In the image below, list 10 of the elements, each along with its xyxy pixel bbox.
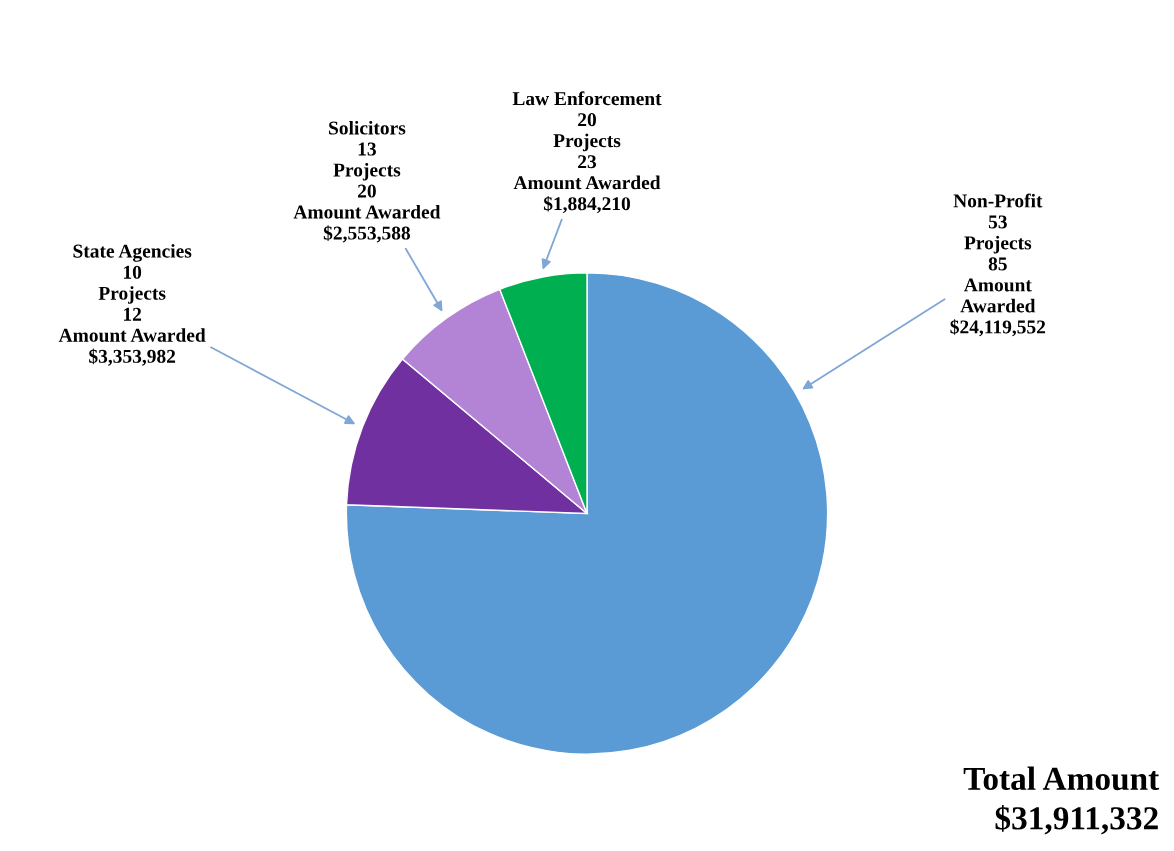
slice-label: Non-Profit: [953, 193, 1043, 208]
slice-label: Solicitors: [329, 120, 406, 135]
slice-label: State Agencies: [73, 243, 192, 262]
text: Total Amount $31,911,332: [963, 766, 1160, 835]
data-label: 10 Projects 12 Amount Awarded $3,353,982: [58, 265, 206, 366]
data-label: 53 Projects 85 Amount Awarded $24,119,552: [950, 215, 1046, 337]
slice-label: Law Enforcement: [512, 91, 662, 106]
data-label: 13 Projects 20 Amount Awarded $2,553,588: [293, 142, 441, 243]
pie-slice: [345, 272, 829, 755]
data-label: 20 Projects 23 Amount Awarded $1,884,210: [513, 113, 661, 214]
